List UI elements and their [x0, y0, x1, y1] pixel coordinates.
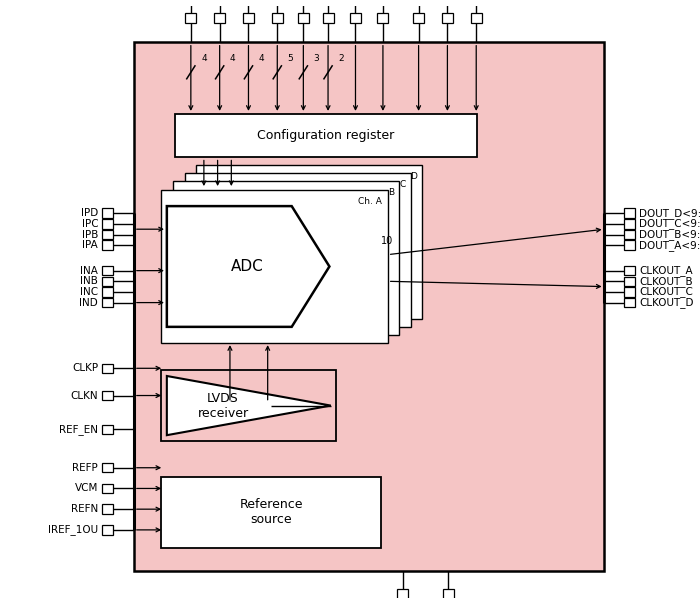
Bar	[470, 13, 482, 22]
Text: IPB: IPB	[82, 230, 98, 240]
Bar	[624, 230, 636, 239]
Text: IND: IND	[80, 298, 98, 307]
Bar	[377, 13, 388, 22]
Polygon shape	[167, 376, 331, 435]
Bar	[134, 42, 604, 571]
Text: INB: INB	[80, 276, 98, 286]
Text: INC: INC	[80, 287, 98, 297]
Bar	[102, 230, 113, 239]
Bar	[102, 425, 113, 434]
Text: Reference
source: Reference source	[239, 498, 303, 526]
Bar	[624, 240, 636, 250]
Text: DOUT_B<9:0>: DOUT_B<9:0>	[640, 229, 700, 240]
Bar	[323, 13, 333, 22]
Bar	[102, 287, 113, 297]
Bar	[102, 266, 113, 275]
Text: REF_EN: REF_EN	[60, 424, 98, 435]
Bar	[102, 463, 113, 472]
Bar	[102, 240, 113, 250]
Bar	[185, 173, 411, 327]
Bar	[624, 287, 636, 297]
Text: 2: 2	[338, 54, 344, 63]
Bar	[398, 589, 408, 599]
Bar	[186, 13, 196, 22]
Bar	[624, 277, 636, 286]
Text: 5: 5	[288, 54, 293, 63]
Bar	[196, 165, 422, 318]
Bar	[442, 13, 453, 22]
Text: 3: 3	[314, 54, 319, 63]
Bar	[102, 484, 113, 493]
Bar	[102, 525, 113, 535]
Text: IPD: IPD	[81, 208, 98, 218]
Polygon shape	[167, 206, 330, 327]
Bar	[173, 181, 400, 335]
Text: REFP: REFP	[73, 463, 98, 473]
Text: IREF_1OU: IREF_1OU	[48, 524, 98, 535]
Bar	[350, 13, 361, 22]
Text: CLKOUT_A: CLKOUT_A	[640, 265, 693, 276]
Bar	[442, 589, 454, 599]
Text: CLKOUT_C: CLKOUT_C	[640, 286, 694, 297]
Bar	[243, 13, 254, 22]
Text: CLKN: CLKN	[71, 391, 98, 400]
Text: CLKOUT_B: CLKOUT_B	[640, 276, 693, 287]
Bar	[413, 13, 424, 22]
Bar	[102, 208, 113, 218]
Text: INA: INA	[80, 266, 98, 275]
Text: 4: 4	[259, 54, 265, 63]
Text: IPC: IPC	[82, 219, 98, 229]
Text: VCM: VCM	[75, 483, 98, 493]
Text: CLKOUT_D: CLKOUT_D	[640, 297, 694, 308]
Text: D: D	[410, 172, 416, 181]
Bar	[102, 391, 113, 400]
Text: CLKP: CLKP	[72, 363, 98, 373]
Text: C: C	[399, 180, 405, 189]
Bar	[175, 114, 477, 157]
Bar	[272, 13, 283, 22]
Text: B: B	[388, 188, 394, 198]
Text: Ch. A: Ch. A	[358, 197, 382, 205]
Bar	[102, 364, 113, 373]
Text: DOUT_D<9:0>: DOUT_D<9:0>	[640, 208, 700, 219]
Bar	[298, 13, 309, 22]
Bar	[102, 298, 113, 307]
Text: DOUT_A<9:0>: DOUT_A<9:0>	[640, 240, 700, 251]
Text: 4: 4	[201, 54, 206, 63]
Text: REFN: REFN	[71, 504, 98, 514]
Bar	[624, 219, 636, 228]
Bar	[214, 13, 225, 22]
Bar	[624, 208, 636, 218]
Bar	[102, 504, 113, 514]
Text: Configuration register: Configuration register	[258, 129, 395, 142]
Bar	[161, 477, 381, 548]
Bar	[161, 190, 388, 344]
Text: 10: 10	[381, 236, 393, 246]
Text: LVDS
receiver: LVDS receiver	[197, 391, 248, 420]
Text: ADC: ADC	[231, 259, 263, 274]
Text: IPA: IPA	[83, 240, 98, 250]
Bar	[161, 370, 336, 441]
Text: 4: 4	[230, 54, 236, 63]
Text: DOUT_C<9:0>: DOUT_C<9:0>	[640, 219, 700, 230]
Bar	[624, 266, 636, 275]
Bar	[102, 277, 113, 286]
Bar	[102, 219, 113, 228]
Bar	[624, 298, 636, 307]
